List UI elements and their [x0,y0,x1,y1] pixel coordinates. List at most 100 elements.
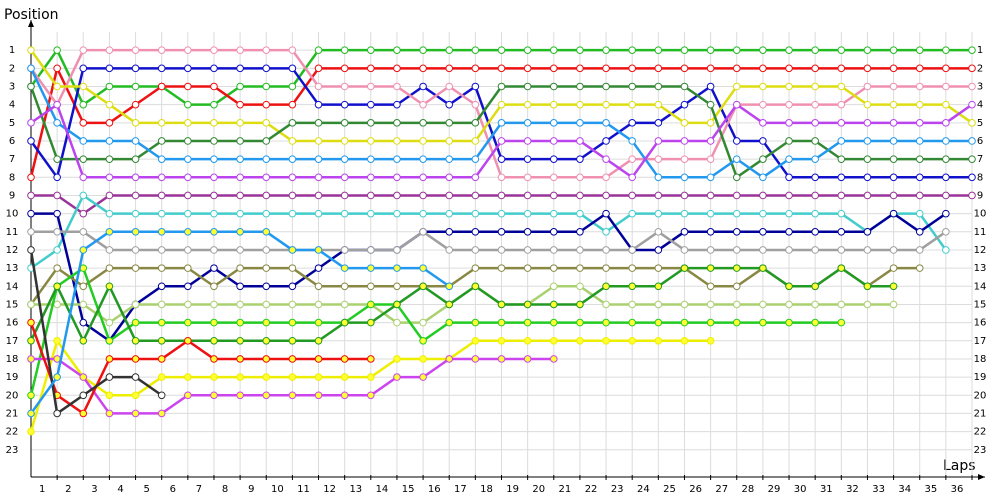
point [549,282,558,291]
point [471,264,480,272]
point [210,46,218,54]
point [445,318,454,327]
point [157,119,166,127]
point [915,137,924,145]
point [654,209,663,218]
point [53,155,61,163]
point [680,318,689,327]
point [210,173,218,182]
x-tick-label: 25 [663,484,676,495]
point [523,82,532,91]
point [628,46,636,54]
point [53,264,61,272]
point [549,336,558,345]
point [340,246,349,254]
point [184,191,192,200]
point [654,100,663,109]
point [340,264,349,272]
point [236,82,244,91]
x-tick-label: 21 [559,484,572,495]
x-tick-label: 13 [349,484,362,495]
point [759,191,767,200]
point [79,246,88,254]
x-tick-label: 5 [144,484,150,495]
point [288,209,297,218]
point [863,227,872,236]
point [942,119,950,127]
point [210,82,218,91]
point [314,100,323,109]
point [131,318,140,327]
point [419,137,427,145]
point [53,173,61,182]
point [27,119,35,127]
point [968,46,976,54]
x-tick-label: 2 [65,484,71,495]
y-tick-label: 20 [6,390,19,401]
point [785,300,793,309]
point [497,336,506,345]
point [314,155,323,163]
point [680,209,689,218]
point [210,64,218,73]
y-tick-label: 6 [9,136,15,147]
point [79,173,88,182]
point [27,173,35,182]
point [262,373,271,381]
point [445,155,454,163]
x-tick-label: 34 [898,484,911,495]
point [680,264,689,272]
point [811,64,819,73]
point [157,282,166,291]
point [105,82,114,91]
point [184,391,192,400]
point [706,119,715,127]
point [889,64,898,73]
y-tick-label: 1 [9,45,15,56]
point [837,318,846,327]
point [157,409,166,418]
x-tick-label: 29 [768,484,781,495]
point [471,318,480,327]
point [419,100,427,109]
point [236,373,244,381]
point [210,282,218,291]
point [184,137,192,145]
y-tick-label-right: 1 [977,45,983,56]
point [785,100,793,109]
x-tick-label: 32 [846,484,859,495]
point [393,355,401,363]
point [210,155,218,163]
point [105,119,114,127]
point [157,64,166,73]
point [79,82,88,91]
point [680,155,689,163]
point [837,137,846,145]
point [419,82,427,91]
point [340,82,349,91]
point [576,227,584,236]
point [53,246,61,254]
point [393,300,401,309]
point [706,227,715,236]
point [314,373,323,381]
point [942,82,950,91]
point [53,46,61,54]
point [576,82,584,91]
point [79,191,88,200]
point [419,155,427,163]
point [811,300,819,309]
point [706,100,715,109]
point [785,173,793,182]
point [942,100,950,109]
point [105,155,114,163]
point [811,173,819,182]
point [314,336,323,345]
point [759,318,767,327]
point [131,46,140,54]
point [837,246,846,254]
point [471,119,480,127]
y-tick-label-right: 6 [977,136,983,147]
point [79,119,88,127]
point [785,119,793,127]
